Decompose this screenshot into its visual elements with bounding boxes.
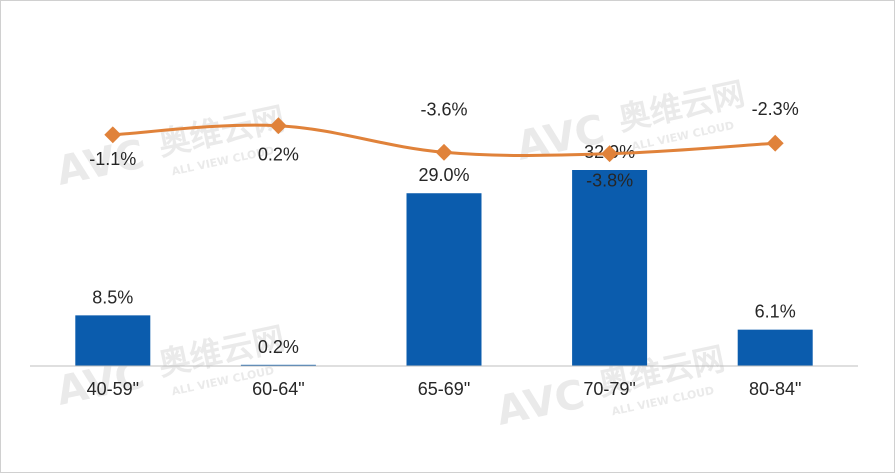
line-marker bbox=[269, 117, 287, 135]
line-marker bbox=[435, 143, 453, 161]
line-marker bbox=[104, 126, 122, 144]
bar bbox=[240, 364, 316, 366]
bar-data-label: 6.1% bbox=[755, 302, 796, 322]
bar-data-label: 29.0% bbox=[418, 165, 469, 185]
line-data-label: 0.2% bbox=[258, 145, 299, 165]
x-tick-label: 80-84" bbox=[749, 379, 801, 399]
line-data-label: -1.1% bbox=[89, 149, 136, 169]
x-tick-label: 40-59" bbox=[87, 379, 139, 399]
bar bbox=[75, 315, 151, 366]
line-marker bbox=[601, 145, 619, 163]
x-tick-label: 60-64" bbox=[252, 379, 304, 399]
line-data-label: -3.8% bbox=[586, 171, 633, 191]
x-tick-label: 70-79" bbox=[583, 379, 635, 399]
bar-data-label: 0.2% bbox=[258, 337, 299, 357]
x-tick-layer: 40-59" 60-64" 65-69" 70-79" 80-84" bbox=[87, 379, 802, 399]
line-label-layer: -1.1% 0.2% -3.6% -3.8% -2.3% bbox=[89, 99, 798, 191]
line-series bbox=[104, 117, 784, 163]
watermark-logo: AVC bbox=[493, 371, 589, 434]
bar bbox=[572, 170, 648, 366]
bar-series bbox=[75, 170, 813, 366]
bar bbox=[406, 193, 482, 366]
line-marker bbox=[766, 134, 784, 152]
x-tick-label: 65-69" bbox=[418, 379, 470, 399]
line-data-label: -3.6% bbox=[420, 99, 467, 119]
line-data-label: -2.3% bbox=[752, 99, 799, 119]
bar-data-label: 8.5% bbox=[92, 287, 133, 307]
bar-label-layer: 8.5%0.2%29.0%32.9%6.1% bbox=[92, 142, 795, 357]
bar bbox=[737, 329, 813, 366]
